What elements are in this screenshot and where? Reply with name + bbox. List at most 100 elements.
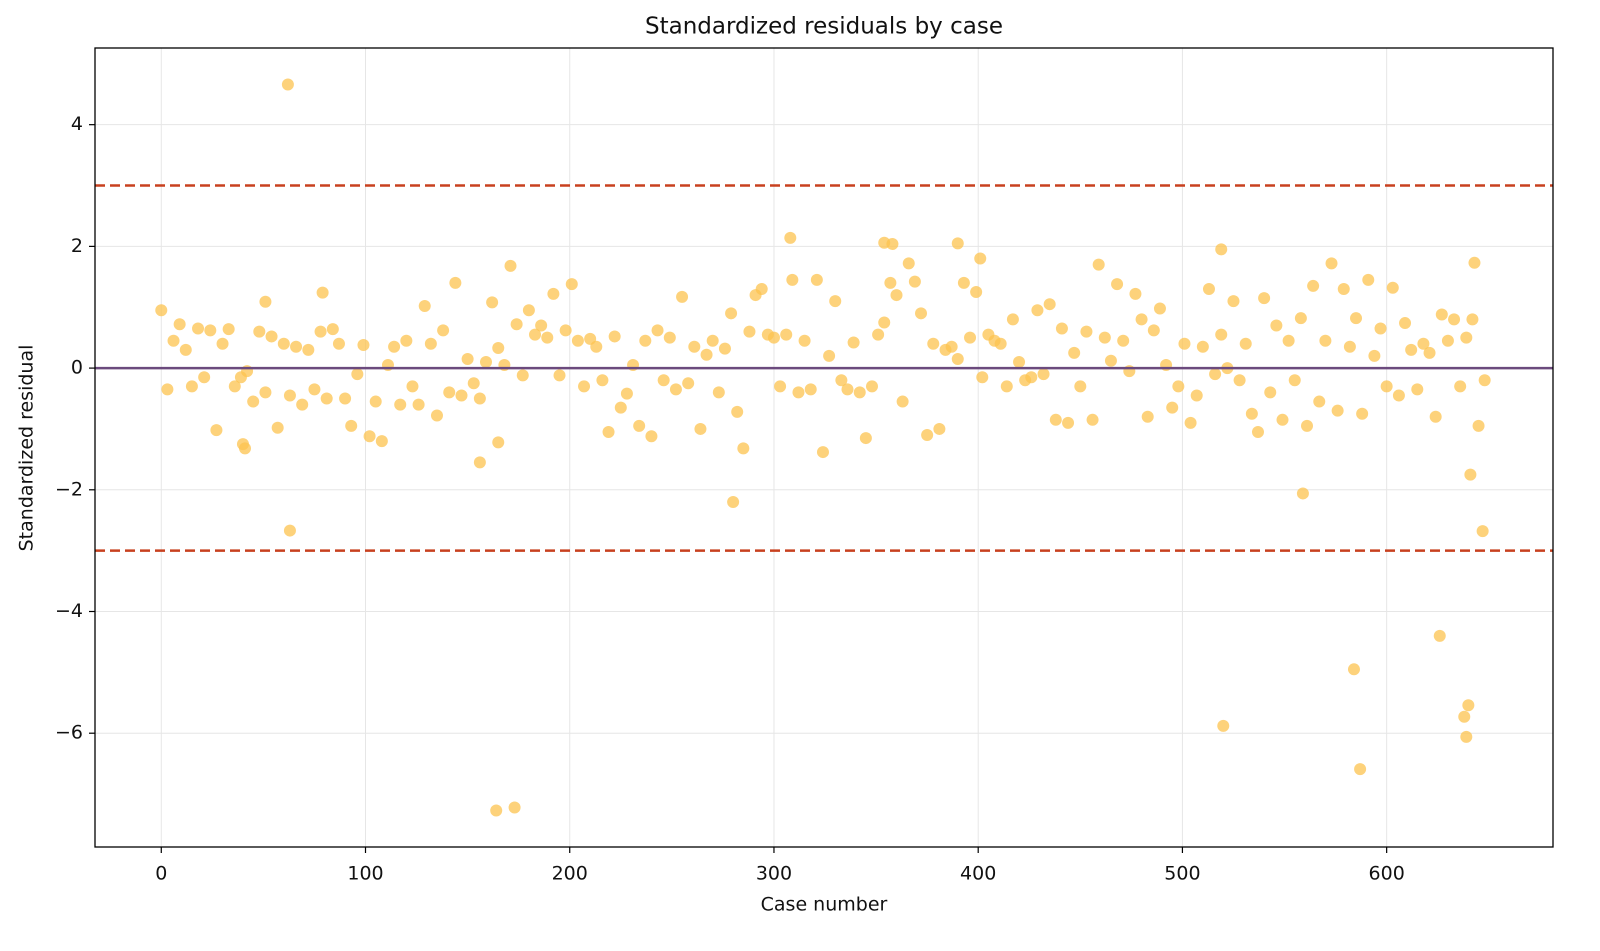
point (994, 337, 1007, 350)
point (247, 395, 260, 408)
point (210, 424, 223, 437)
point (933, 422, 946, 435)
point (1429, 410, 1442, 423)
point (1196, 340, 1209, 353)
point (964, 331, 977, 344)
point (780, 328, 793, 341)
point (951, 237, 964, 250)
point (400, 334, 413, 347)
y-tick-label: −4 (55, 600, 83, 622)
point (1153, 302, 1166, 315)
point (565, 278, 578, 291)
point (890, 289, 903, 302)
point (792, 386, 805, 399)
x-axis-label: Case number (761, 894, 888, 916)
point (712, 386, 725, 399)
point (239, 442, 252, 455)
point (727, 495, 740, 508)
y-tick-label: 2 (71, 235, 83, 257)
point (418, 300, 431, 313)
point (1325, 257, 1338, 270)
point (1264, 386, 1277, 399)
point (1080, 325, 1093, 338)
point (663, 331, 676, 344)
point (706, 334, 719, 347)
point (277, 337, 290, 350)
point (1202, 282, 1215, 295)
point (1343, 340, 1356, 353)
point (602, 425, 615, 438)
point (547, 287, 560, 300)
point (1104, 354, 1117, 367)
point (1468, 256, 1481, 269)
point (259, 386, 272, 399)
point (896, 395, 909, 408)
point (921, 429, 934, 442)
point (314, 325, 327, 338)
point (363, 430, 376, 443)
point (467, 377, 480, 390)
y-tick-label: −6 (55, 722, 83, 744)
point (1055, 322, 1068, 335)
point (1386, 281, 1399, 294)
point (173, 318, 186, 331)
point (1245, 407, 1258, 420)
point (810, 273, 823, 286)
point (424, 337, 437, 350)
point (1392, 389, 1405, 402)
point (1350, 312, 1363, 325)
point (976, 371, 989, 384)
point (167, 334, 180, 347)
point (608, 330, 621, 343)
point (816, 446, 829, 459)
point (1025, 371, 1038, 384)
point (339, 392, 352, 405)
point (1380, 380, 1393, 393)
point (369, 395, 382, 408)
point (1405, 343, 1418, 356)
point (620, 387, 633, 400)
point (1000, 380, 1013, 393)
point (1178, 337, 1191, 350)
point (651, 324, 664, 337)
point (633, 419, 646, 432)
point (455, 389, 468, 402)
point (1417, 337, 1430, 350)
point (1217, 719, 1230, 732)
point (461, 352, 474, 365)
point (308, 383, 321, 396)
point (510, 318, 523, 331)
point (1068, 346, 1081, 359)
point (1251, 425, 1264, 438)
point (351, 368, 364, 381)
point (639, 334, 652, 347)
point (835, 374, 848, 387)
point (1458, 710, 1471, 723)
point (430, 409, 443, 422)
point (645, 430, 658, 443)
point (902, 257, 915, 270)
point (669, 383, 682, 396)
point (847, 336, 860, 349)
point (1282, 334, 1295, 347)
point (290, 340, 303, 353)
point (571, 334, 584, 347)
point (798, 334, 811, 347)
point (406, 380, 419, 393)
plot-frame (94, 47, 1554, 848)
point (823, 349, 836, 362)
point (1337, 282, 1350, 295)
point (1276, 413, 1289, 426)
point (283, 524, 296, 537)
x-tick-label: 200 (552, 863, 588, 885)
point (504, 259, 517, 272)
point (1166, 401, 1179, 414)
point (179, 343, 192, 356)
point (1270, 319, 1283, 332)
point (1347, 663, 1360, 676)
point (1215, 243, 1228, 256)
point (829, 295, 842, 308)
point (841, 383, 854, 396)
point (1258, 292, 1271, 305)
point (1190, 389, 1203, 402)
